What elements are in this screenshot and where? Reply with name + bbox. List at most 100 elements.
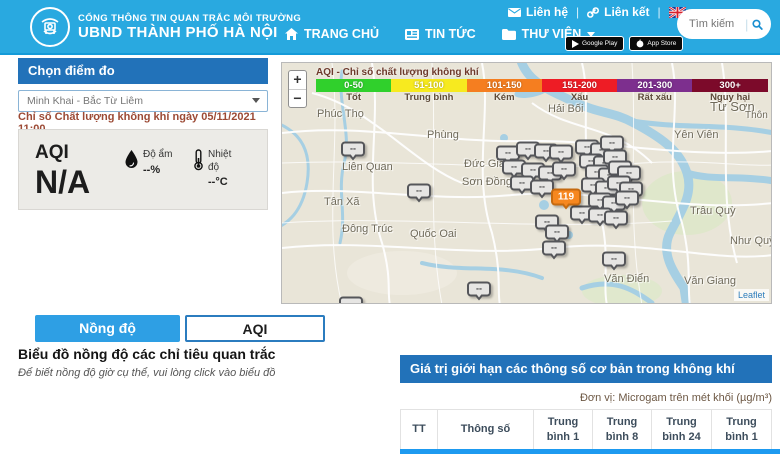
map-marker[interactable]: -- — [545, 224, 569, 244]
map-marker[interactable]: -- — [407, 183, 431, 203]
chart-section-heading: Biểu đồ nồng độ các chỉ tiêu quan trắc — [18, 346, 276, 362]
map-marker[interactable]: -- — [467, 281, 491, 301]
legend-band: 151-200 Xấu — [541, 79, 618, 104]
play-icon — [572, 39, 579, 48]
legend-range: 51-100 — [391, 79, 467, 92]
app-store-badge[interactable]: App Store — [629, 36, 684, 51]
legend-label: Trung bình — [404, 92, 454, 103]
nav-news[interactable]: TIN TỨC — [405, 27, 476, 41]
map-place-label: Liên Quan — [342, 161, 393, 173]
legend-band: 300+ Nguy hại — [692, 79, 768, 104]
search-box: | — [677, 9, 771, 39]
home-icon — [285, 28, 298, 40]
apple-icon — [637, 39, 644, 48]
search-icon[interactable] — [752, 18, 763, 31]
map-attribution[interactable]: Leaflet — [733, 289, 769, 301]
legend-range: 201-300 — [617, 79, 693, 92]
map-place-label: Tân Xã — [324, 196, 360, 208]
map-place-label: Như Quỳnh — [730, 235, 771, 247]
map-place-label: Thôn — [745, 110, 768, 121]
links-link[interactable]: Liên kết — [587, 5, 650, 19]
main-nav: TRANG CHỦ TIN TỨC THƯ VIỆN — [285, 27, 596, 41]
limits-column-header: Trung bình 1 — [534, 409, 593, 450]
thermometer-icon — [194, 149, 203, 171]
zoom-in-button[interactable]: + — [293, 71, 302, 87]
map-place-label: Sơn Đồng — [462, 176, 513, 188]
map-marker[interactable]: -- — [530, 179, 554, 199]
map-place-label: Văn Giang — [684, 275, 736, 287]
map-place-label: Đông Trúc — [342, 223, 393, 235]
map-marker-active[interactable]: 119 — [551, 188, 581, 210]
zoom-out-button[interactable]: − — [289, 89, 306, 107]
map-place-label: Yên Viên — [674, 129, 719, 141]
map-place-label: Quốc Oai — [410, 228, 457, 240]
limits-column-header: Trung bình 8 — [593, 409, 652, 450]
legend-range: 0-50 — [316, 79, 392, 92]
limits-panel-title: Giá trị giới hạn các thông số cơ bản tro… — [400, 355, 772, 383]
map-place-label: Hải Bối — [548, 103, 584, 115]
humidity-block: Độ ẩm --% — [124, 149, 179, 190]
folder-icon — [501, 28, 516, 40]
legend-label: Kém — [493, 92, 515, 103]
legend-band: 101-150 Kém — [466, 79, 542, 104]
map-place-label: Trâu Quỳ — [690, 205, 736, 217]
links-divider-2: | — [657, 5, 661, 19]
humidity-value: --% — [143, 163, 161, 176]
map-marker[interactable]: -- — [552, 161, 576, 181]
aqi-value: N/A — [35, 163, 91, 200]
map-zoom-control: + − — [288, 70, 307, 108]
map-marker[interactable]: -- — [600, 135, 624, 155]
links-link-label: Liên kết — [604, 5, 650, 19]
legend-band: 201-300 Rất xấu — [617, 79, 693, 104]
top-header: CỔNG THÔNG TIN QUAN TRẮC MÔI TRƯỜNG UBND… — [0, 0, 780, 55]
map-place-label: Văn Điển — [604, 273, 650, 285]
legend-band: 51-100 Trung bình — [391, 79, 467, 104]
station-panel-title: Chọn điểm đo — [18, 58, 268, 84]
humidity-drop-icon — [125, 150, 138, 169]
limits-column-header: Trung bình 1 — [712, 409, 772, 450]
aqi-map[interactable]: + − AQI - Chỉ số chất lượng không khí 0-… — [281, 62, 772, 304]
legend-label: Xấu — [570, 92, 589, 103]
limits-column-header: TT — [400, 409, 438, 450]
humidity-label: Độ ẩm — [143, 149, 173, 161]
map-marker[interactable]: -- — [604, 210, 628, 230]
site-title-line1: CỔNG THÔNG TIN QUAN TRẮC MÔI TRƯỜNG — [78, 13, 302, 24]
aqi-summary-box: AQI N/A Độ ẩm --% Nhiệt độ --°C — [18, 129, 268, 210]
news-icon — [405, 28, 419, 40]
map-marker[interactable]: -- — [542, 240, 566, 260]
hanoi-emblem-icon — [30, 7, 70, 47]
map-marker[interactable]: -- — [615, 190, 639, 210]
limits-table-row-strip — [400, 449, 780, 454]
google-play-badge[interactable]: Google Play — [565, 36, 625, 51]
map-marker[interactable]: -- — [341, 141, 365, 161]
map-marker[interactable]: -- — [549, 144, 573, 164]
site-logo[interactable]: CỔNG THÔNG TIN QUAN TRẮC MÔI TRƯỜNG UBND… — [30, 7, 301, 47]
envelope-icon — [508, 7, 521, 17]
nav-home[interactable]: TRANG CHỦ — [285, 27, 379, 41]
app-store-label: App Store — [647, 40, 677, 47]
google-play-label: Google Play — [582, 40, 618, 47]
legend-label: Rất xấu — [637, 92, 672, 103]
chevron-down-icon — [587, 31, 596, 41]
site-title-line2: UBND THÀNH PHỐ HÀ NỘI — [78, 24, 278, 41]
map-marker[interactable]: -- — [602, 251, 626, 271]
map-marker[interactable]: -- — [339, 296, 363, 303]
legend-title: AQI - Chỉ số chất lượng không khí — [316, 67, 479, 78]
chart-section-note: Để biết nồng độ giờ cụ thể, vui lòng cli… — [18, 367, 276, 379]
map-place-label: Phúc Thọ — [317, 108, 364, 120]
legend-columns: 0-50 Tốt 51-100 Trung bình 101-150 Kém 151-200… — [316, 79, 768, 104]
legend-range: 151-200 — [541, 79, 618, 92]
tab-aqi[interactable]: AQI — [185, 315, 325, 342]
tab-concentration[interactable]: Nồng độ — [35, 315, 180, 342]
aqi-legend: AQI - Chỉ số chất lượng không khí 0-50 Tố… — [316, 67, 768, 104]
legend-label: Nguy hại — [710, 92, 751, 103]
aqi-label: AQI — [35, 141, 69, 163]
search-input[interactable] — [689, 18, 741, 30]
limits-table-header: TT Thông số Trung bình 1 Trung bình 8 Trung … — [400, 409, 772, 450]
nav-news-label: TIN TỨC — [425, 27, 476, 41]
contact-link[interactable]: Liên hệ — [508, 5, 568, 19]
legend-band: 0-50 Tốt — [316, 79, 392, 104]
app-badges: Google Play App Store — [565, 36, 684, 51]
top-links: Liên hệ | Liên kết | — [508, 5, 686, 19]
station-select[interactable]: Minh Khai - Bắc Từ Liêm — [18, 90, 268, 112]
